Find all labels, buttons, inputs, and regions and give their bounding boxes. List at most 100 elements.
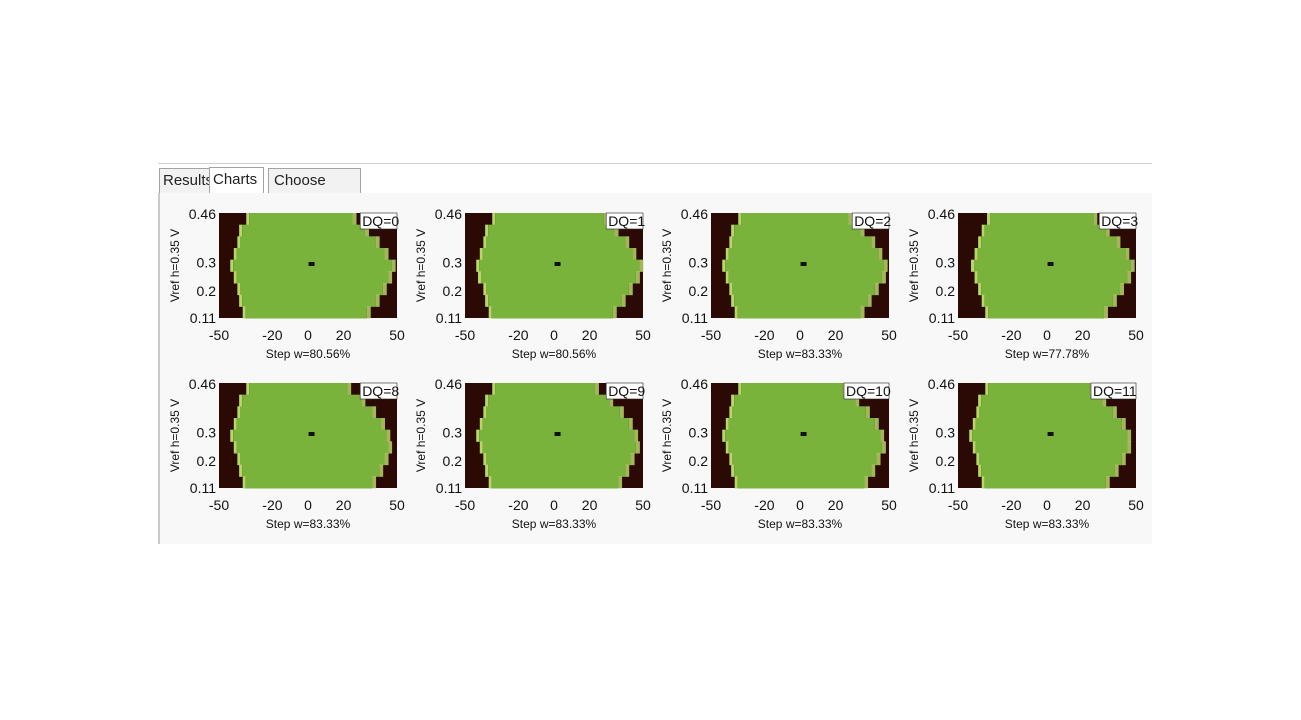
eye-edge-right: [630, 453, 635, 466]
eye-row: [495, 213, 604, 226]
eye-edge-left: [237, 283, 241, 296]
eye-edge-right: [1121, 418, 1126, 431]
x-tick-label: 20: [1075, 327, 1091, 343]
tab-charts[interactable]: Charts: [209, 167, 264, 193]
eye-row: [240, 453, 385, 466]
eye-edge-left: [476, 259, 480, 272]
eye-edge-left: [478, 271, 482, 284]
y-tick-label: 0.11: [682, 310, 708, 326]
dq-label: DQ=9: [608, 383, 645, 399]
x-axis-label: Step w=83.33%: [758, 517, 843, 531]
y-tick-label: 0.2: [936, 453, 956, 469]
eye-edge-left: [485, 224, 489, 237]
x-tick-label: 20: [828, 497, 844, 513]
eye-edge-right: [1125, 248, 1130, 261]
eye-center-marker: [1047, 262, 1054, 266]
y-tick-label: 0.46: [435, 376, 462, 392]
x-tick-label: -20: [1001, 327, 1021, 343]
eye-edge-left: [492, 213, 496, 226]
eye-diagram-grid: DQ=0 0.46 0.3 0.2 0.11 Vref h=0.35 V -50 -20 0 20…: [168, 206, 1144, 531]
eye-row: [737, 476, 865, 489]
eye-row: [732, 453, 877, 466]
eye-edge-left: [987, 213, 991, 226]
eye-edge-right: [1127, 271, 1132, 284]
eye-row: [486, 406, 620, 419]
eye-edge-left: [485, 394, 489, 407]
eye-edge-left: [233, 248, 237, 261]
eye-edge-right: [639, 259, 644, 272]
x-tick-label: 50: [881, 327, 897, 343]
eye-center-marker: [1047, 432, 1054, 436]
eye-edge-right: [382, 283, 387, 296]
y-tick-label: 0.2: [689, 283, 709, 299]
eye-edge-left: [479, 418, 483, 431]
x-tick-label: -20: [754, 497, 774, 513]
x-axis-label: Step w=83.33%: [758, 347, 843, 361]
eye-edge-left: [242, 306, 246, 319]
y-tick-label: 0.46: [681, 376, 708, 392]
eye-edge-right: [1112, 294, 1117, 307]
y-tick-label: 0.3: [443, 425, 463, 441]
tab-choose-tests[interactable]: Choose Tests: [268, 168, 361, 213]
y-tick-label: 0.2: [443, 283, 463, 299]
eye-edge-left: [488, 306, 492, 319]
dq-label-box: [359, 212, 398, 230]
eye-edge-right: [594, 383, 599, 396]
eye-row: [732, 283, 875, 296]
x-axis-label: Step w=83.33%: [1005, 517, 1090, 531]
eye-row: [741, 383, 843, 396]
y-tick-label: 0.2: [197, 453, 217, 469]
eye-edge-right: [612, 306, 617, 319]
eye-edge-left: [978, 283, 982, 296]
y-tick-label: 0.11: [190, 310, 216, 326]
eye-row: [488, 294, 622, 307]
x-tick-label: 0: [550, 327, 558, 343]
eye-edge-left: [731, 464, 735, 477]
eye-row: [979, 406, 1113, 419]
x-tick-label: 20: [582, 497, 598, 513]
eye-edge-right: [1114, 464, 1119, 477]
eye-edge-right: [883, 259, 888, 272]
x-axis-label: Step w=80.56%: [266, 347, 351, 361]
eye-edge-left: [725, 271, 729, 284]
y-tick-label: 0.11: [929, 310, 955, 326]
eye-edge-right: [361, 394, 366, 407]
x-axis-label: Step w=83.33%: [512, 517, 597, 531]
x-tick-label: 50: [635, 327, 651, 343]
eye-row: [732, 406, 866, 419]
eye-edge-right: [614, 224, 619, 237]
eye-edge-right: [1127, 441, 1132, 454]
dq-label: DQ=2: [854, 213, 891, 229]
eye-row: [242, 394, 362, 407]
eye-edge-right: [347, 383, 352, 396]
x-tick-label: -50: [209, 497, 229, 513]
eye-row: [988, 306, 1104, 319]
eye-edge-right: [388, 441, 393, 454]
x-tick-label: -20: [1001, 497, 1021, 513]
eye-chart-dq-2: DQ=2 0.46 0.3 0.2 0.11 Vref h=0.35 V -50 -20 0 20…: [660, 206, 897, 361]
eye-edge-left: [485, 464, 489, 477]
x-axis-label: Step w=83.33%: [266, 517, 351, 531]
eye-edge-right: [881, 441, 886, 454]
x-tick-label: 20: [336, 327, 352, 343]
x-tick-label: 0: [796, 497, 804, 513]
eye-row: [236, 248, 385, 261]
x-tick-label: -50: [455, 497, 475, 513]
eye-edge-left: [981, 476, 985, 489]
eye-chart-dq-1: DQ=1 0.46 0.3 0.2 0.11 Vref h=0.35 V -50 -20 0 20…: [414, 206, 651, 361]
dq-label-box: [605, 382, 644, 400]
eye-edge-left: [483, 236, 487, 249]
eye-edge-right: [619, 406, 624, 419]
eye-row: [240, 236, 376, 249]
tab-results[interactable]: Results: [159, 168, 213, 193]
eye-edge-right: [860, 306, 865, 319]
dq-label: DQ=0: [362, 213, 399, 229]
eye-row: [737, 306, 861, 319]
y-axis-label: Vref h=0.35 V: [660, 399, 674, 472]
eye-row: [990, 213, 1094, 226]
eye-edge-left: [476, 429, 480, 442]
eye-edge-right: [352, 213, 357, 226]
x-tick-label: 20: [582, 327, 598, 343]
eye-row: [734, 394, 856, 407]
eye-chart-dq-8: DQ=8 0.46 0.3 0.2 0.11 Vref h=0.35 V -50 -20 0 20…: [168, 376, 405, 531]
